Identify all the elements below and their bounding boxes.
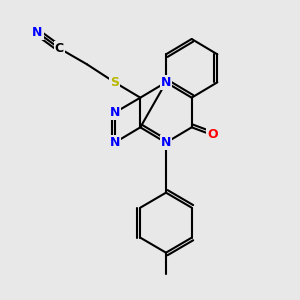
Text: N: N: [110, 106, 120, 119]
Text: N: N: [161, 76, 171, 89]
Text: O: O: [207, 128, 217, 142]
Text: N: N: [32, 26, 43, 39]
Text: N: N: [110, 136, 120, 149]
Text: C: C: [55, 42, 64, 55]
Text: S: S: [110, 76, 119, 89]
Text: N: N: [161, 136, 171, 149]
